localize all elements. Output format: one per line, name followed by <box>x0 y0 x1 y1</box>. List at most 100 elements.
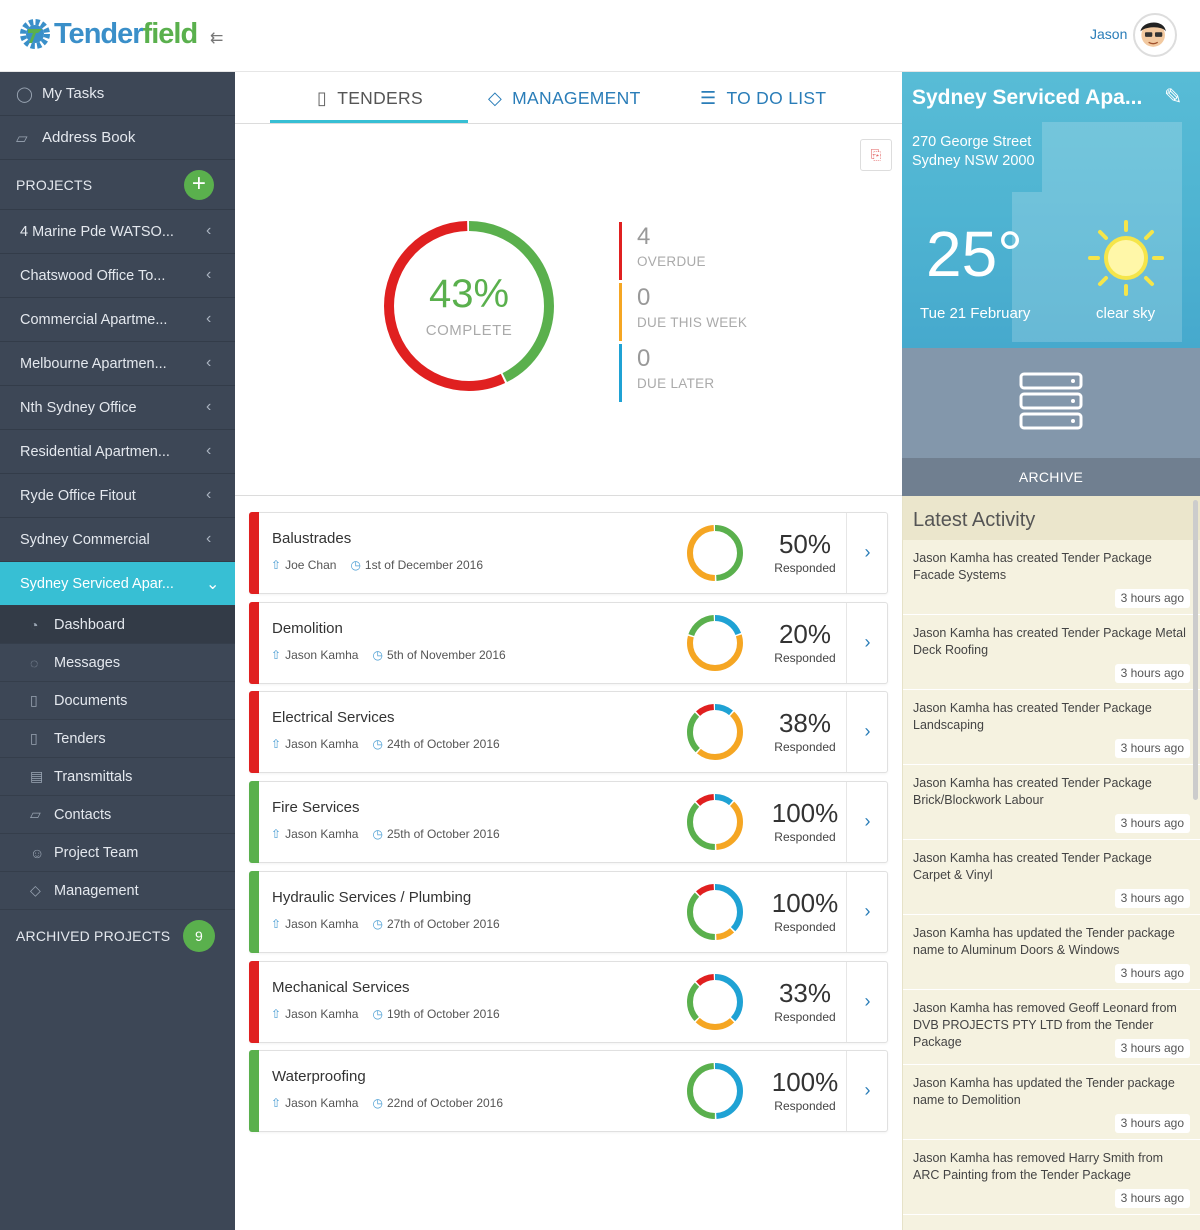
open-tender-chevron-icon[interactable]: › <box>846 782 888 863</box>
sub-item-tenders[interactable]: ▯ Tenders <box>0 720 235 758</box>
check-circle-icon: ◯ <box>16 85 33 103</box>
tender-card[interactable]: Fire Services ⇧ Jason Kamha ◷ 25th of Oc… <box>249 781 888 864</box>
avatar-face-icon <box>1140 22 1166 47</box>
latest-activity-panel: Latest Activity Jason Kamha has created … <box>902 496 1200 1230</box>
sub-item-label: Transmittals <box>54 768 133 785</box>
tender-summary: ⎘ 43% COMPLETE 4 OVERDUE 0 DUE THIS WEEK… <box>235 124 902 496</box>
tender-title: Mechanical Services <box>272 978 410 996</box>
response-donut <box>687 883 743 940</box>
tender-person: Joe Chan <box>285 558 337 572</box>
sidebar-item-my-tasks[interactable]: ◯ My Tasks <box>0 72 235 116</box>
stat-bar <box>619 344 622 402</box>
user-share-icon: ⇧ <box>271 647 282 662</box>
open-tender-chevron-icon[interactable]: › <box>846 961 888 1042</box>
tender-person: Jason Kamha <box>285 647 359 662</box>
response-label: Responded <box>774 1009 836 1024</box>
tender-card[interactable]: Hydraulic Services / Plumbing ⇧ Jason Ka… <box>249 870 888 953</box>
tender-card[interactable]: Mechanical Services ⇧ Jason Kamha ◷ 19th… <box>249 960 888 1043</box>
project-item[interactable]: 4 Marine Pde WATSO... ‹ <box>0 210 235 254</box>
tab-bar: ▯ TENDERS ◇ MANAGEMENT ☰ TO DO LIST <box>235 72 902 124</box>
avatar[interactable] <box>1133 13 1177 57</box>
tender-card[interactable]: Electrical Services ⇧ Jason Kamha ◷ 24th… <box>249 691 888 774</box>
tab-management[interactable]: ◇ MANAGEMENT <box>488 72 641 124</box>
donut-segment <box>687 704 743 761</box>
tender-card[interactable]: Balustrades ⇧ Joe Chan ◷ 1st of December… <box>249 512 888 594</box>
completion-percent: 43% <box>428 272 510 316</box>
tender-meta: ⇧ Jason Kamha ◷ 27th of October 2016 <box>271 917 500 931</box>
status-stripe <box>249 691 259 774</box>
response-percent: 20% <box>778 618 832 649</box>
stat-number: 0 <box>637 345 651 372</box>
activity-time: 3 hours ago <box>1114 1039 1190 1058</box>
open-tender-chevron-icon[interactable]: › <box>846 692 888 773</box>
open-tender-chevron-icon[interactable]: › <box>846 513 888 593</box>
building-image <box>1012 122 1182 342</box>
donut-segment <box>687 973 743 1030</box>
project-item[interactable]: Ryde Office Fitout ‹ <box>0 474 235 518</box>
project-item[interactable]: Melbourne Apartmen... ‹ <box>0 342 235 386</box>
donut-segment <box>384 221 554 391</box>
stat-label: OVERDUE <box>637 254 706 269</box>
project-address-line1: 270 George Street <box>912 134 1032 150</box>
sidebar: ◯ My Tasks ▱ Address Book PROJECTS + 4 M… <box>0 72 235 1230</box>
tender-date: 24th of October 2016 <box>386 737 500 752</box>
tender-card[interactable]: Demolition ⇧ Jason Kamha ◷ 5th of Novemb… <box>249 601 888 684</box>
donut-segment <box>687 614 743 671</box>
tender-meta: ⇧ Jason Kamha ◷ 25th of October 2016 <box>271 827 500 841</box>
chevron-left-icon: ‹ <box>206 398 212 415</box>
tab-tenders[interactable]: ▯ TENDERS <box>317 72 423 124</box>
weather-description: clear sky <box>1096 305 1156 322</box>
clock-icon: ◷ <box>350 558 361 572</box>
response-percent: 50% <box>778 529 832 559</box>
gear-logo-icon <box>20 19 50 49</box>
tender-card[interactable]: Waterproofing ⇧ Jason Kamha ◷ 22nd of Oc… <box>249 1050 888 1133</box>
edit-pencil-icon[interactable]: ✎ <box>1164 84 1183 109</box>
transmittals-icon: ▤ <box>30 768 44 784</box>
donut-segment <box>687 883 743 940</box>
tab-label: TENDERS <box>337 87 423 108</box>
clock-icon: ◷ <box>372 916 383 931</box>
sub-item-transmittals[interactable]: ▤ Transmittals <box>0 758 235 796</box>
tab-todo-list[interactable]: ☰ TO DO LIST <box>700 72 826 124</box>
sub-item-contacts[interactable]: ▱ Contacts <box>0 796 235 834</box>
tender-meta: ⇧ Jason Kamha ◷ 24th of October 2016 <box>271 737 500 751</box>
sub-item-dashboard[interactable]: ◔ Dashboard <box>0 606 235 644</box>
project-item[interactable]: Chatswood Office To... ‹ <box>0 254 235 298</box>
tender-date: 25th of October 2016 <box>386 827 500 842</box>
stat-bar <box>619 283 622 341</box>
user-name[interactable]: Jason <box>1090 26 1128 42</box>
project-item-active[interactable]: Sydney Serviced Apar... ⌄ <box>0 562 235 606</box>
project-item[interactable]: Sydney Commercial ‹ <box>0 518 235 562</box>
dashboard-icon: ◔ <box>30 616 39 633</box>
archive-button[interactable]: ARCHIVE <box>902 348 1200 496</box>
sub-item-label: Project Team <box>54 844 139 861</box>
activity-scrollbar[interactable] <box>1193 500 1198 800</box>
tender-person: Jason Kamha <box>285 737 359 752</box>
sub-item-management[interactable]: ◇ Management <box>0 872 235 910</box>
sidebar-item-address-book[interactable]: ▱ Address Book <box>0 116 235 160</box>
tenderfield-logo[interactable]: Tenderfield <box>18 16 198 52</box>
sub-item-label: Documents <box>54 692 128 709</box>
open-tender-chevron-icon[interactable]: › <box>846 871 888 952</box>
stat-label: DUE THIS WEEK <box>637 315 748 330</box>
sub-item-documents[interactable]: ▯ Documents <box>0 682 235 720</box>
archived-projects-heading[interactable]: ARCHIVED PROJECTS 9 <box>0 910 235 962</box>
project-item[interactable]: Commercial Apartme... ‹ <box>0 298 235 342</box>
activity-time: 3 hours ago <box>1114 814 1190 833</box>
project-item[interactable]: Nth Sydney Office ‹ <box>0 386 235 430</box>
top-header: Tenderfield ⇇ Jason <box>0 0 1200 72</box>
tablet-icon: ▯ <box>30 730 38 746</box>
status-stripe <box>249 960 259 1043</box>
pdf-export-button[interactable]: ⎘ <box>860 139 892 171</box>
tender-date: 27th of October 2016 <box>386 916 500 931</box>
add-project-button[interactable]: + <box>184 170 214 200</box>
collapse-sidebar-icon[interactable]: ⇇ <box>210 30 224 47</box>
project-item[interactable]: Residential Apartmen... ‹ <box>0 430 235 474</box>
open-tender-chevron-icon[interactable]: › <box>846 1051 888 1132</box>
open-tender-chevron-icon[interactable]: › <box>846 602 888 683</box>
tender-title: Demolition <box>272 619 343 637</box>
logo-text: Tenderfield <box>54 17 198 50</box>
sub-item-messages[interactable]: ◌ Messages <box>0 644 235 682</box>
sub-item-project-team[interactable]: ☺ Project Team <box>0 834 235 872</box>
tender-title: Electrical Services <box>272 709 395 727</box>
